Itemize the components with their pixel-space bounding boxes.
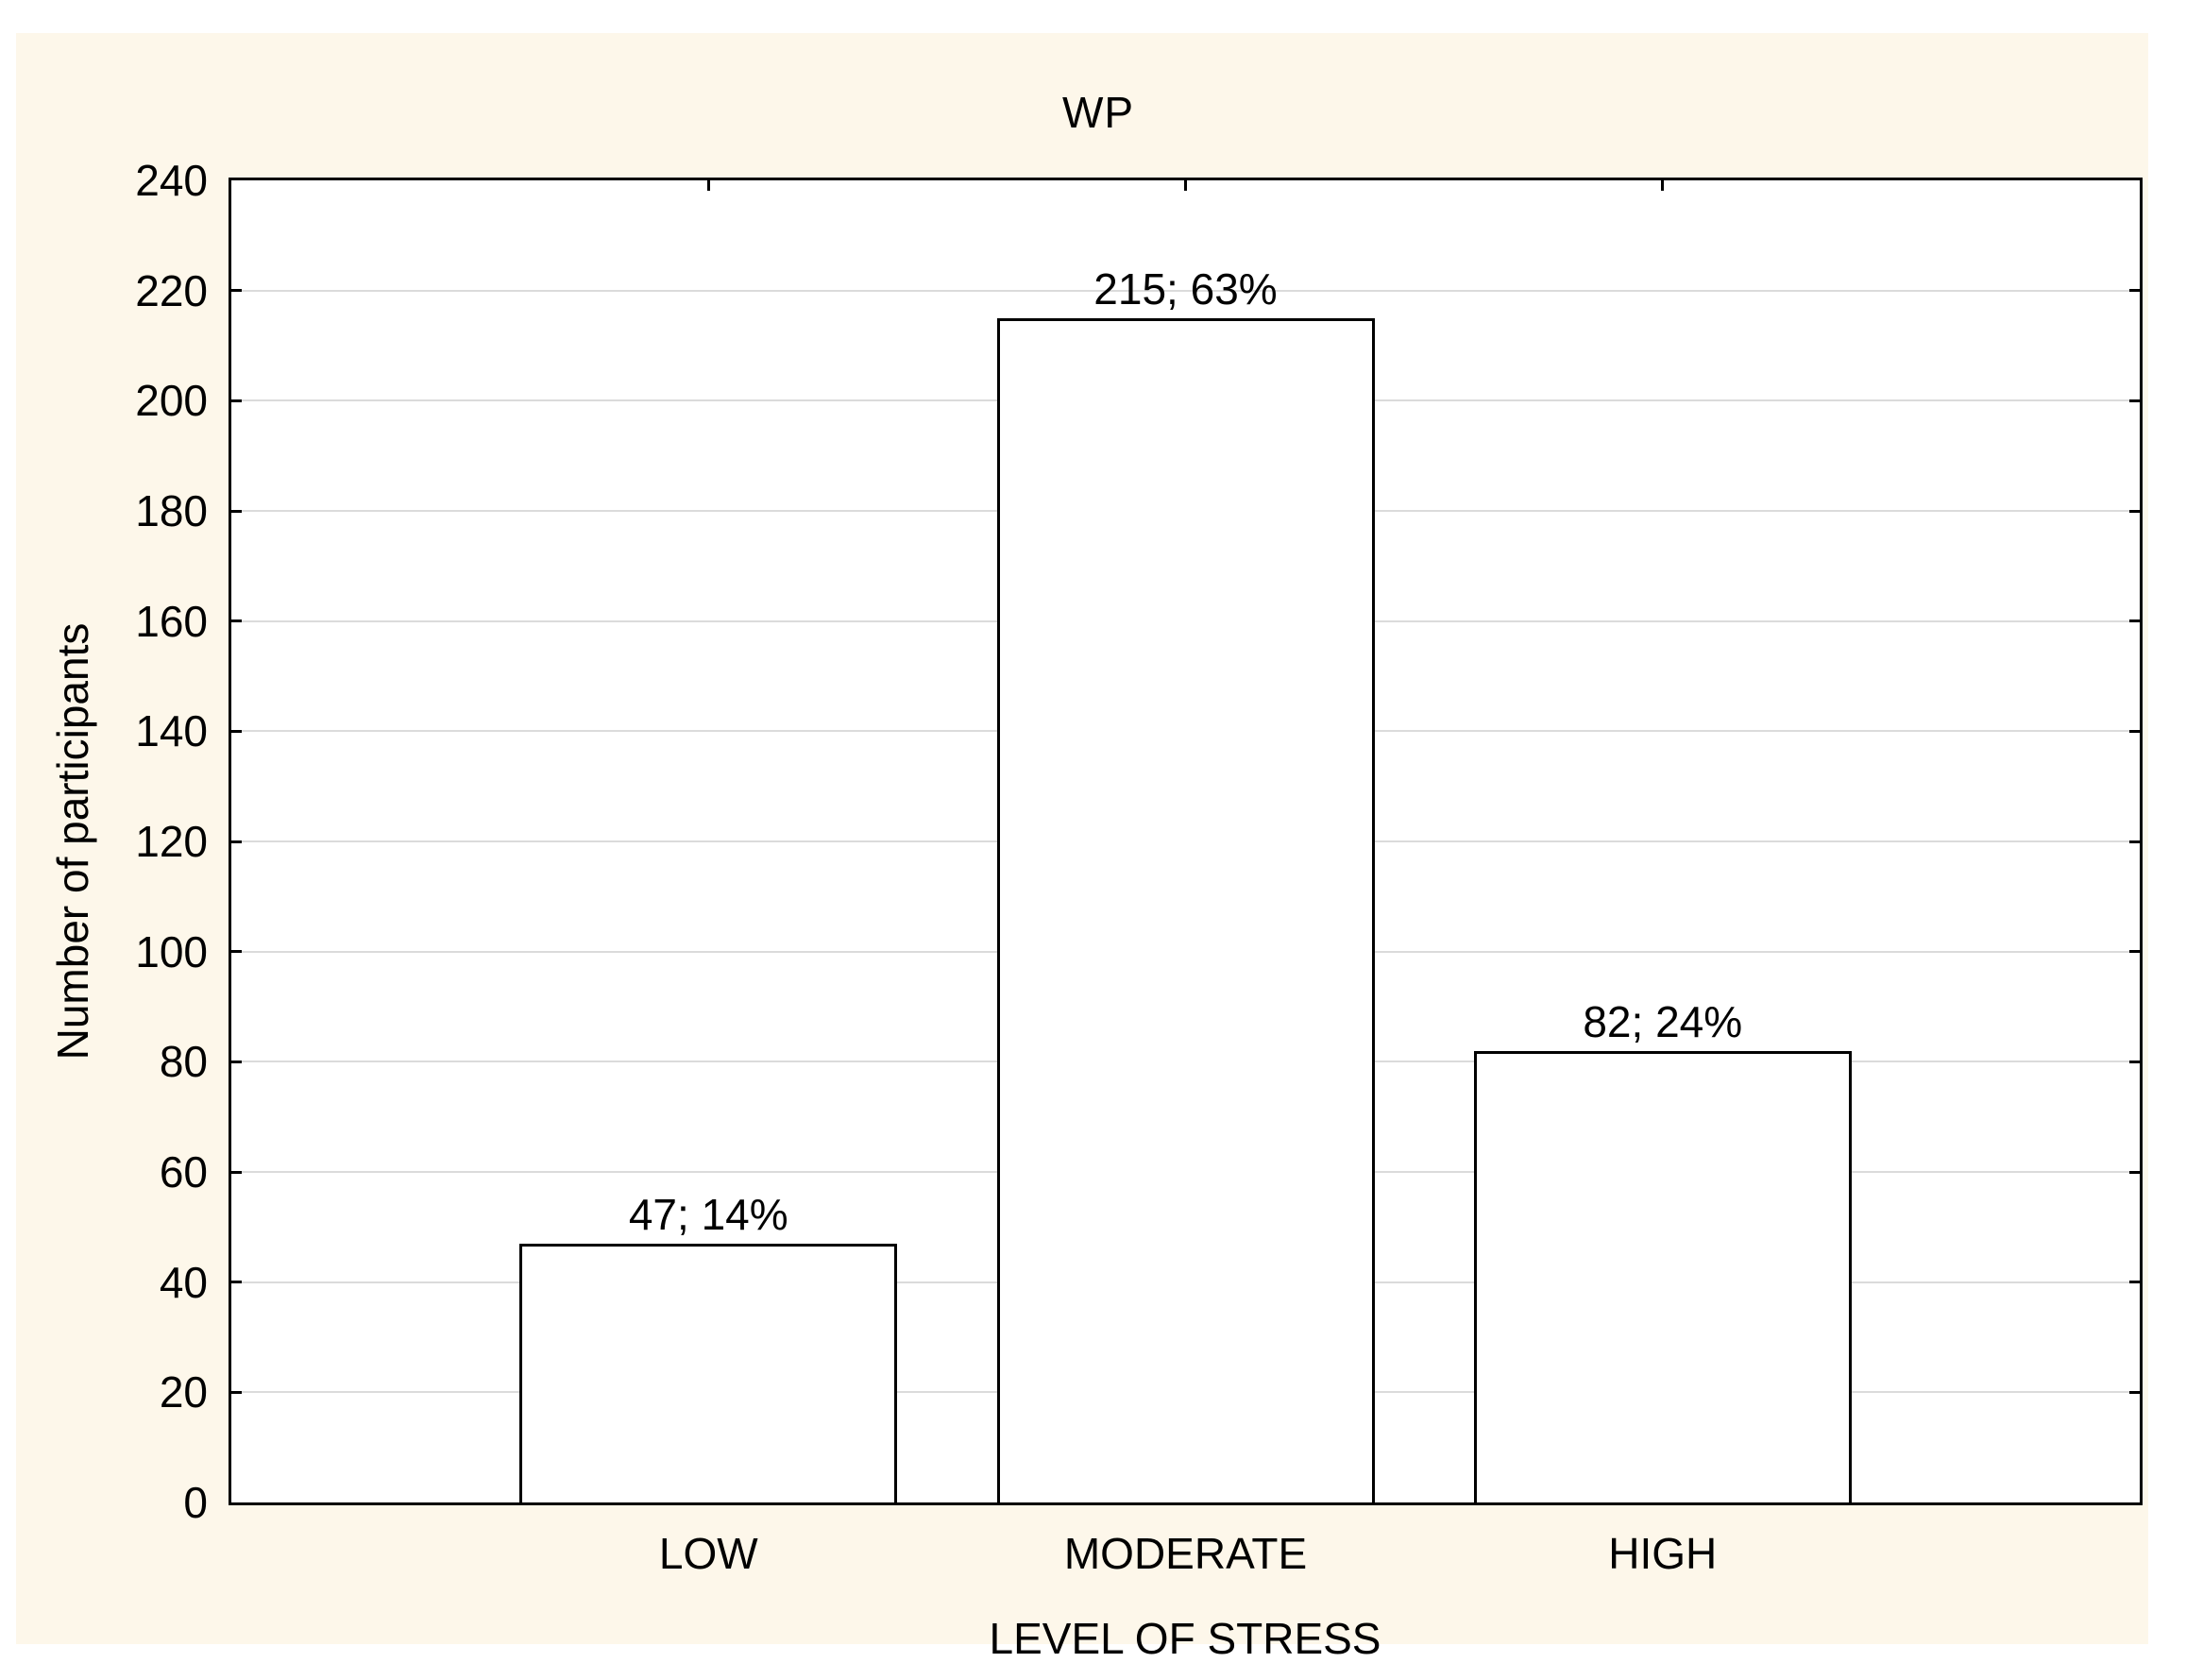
y-axis-tick-right	[2129, 509, 2140, 513]
chart-panel: WP Number of participants LEVEL OF STRES…	[16, 33, 2148, 1662]
y-axis-tick-left	[231, 619, 242, 623]
y-tick-label: 120	[135, 817, 208, 866]
bar-value-label: 47; 14%	[628, 1189, 788, 1239]
y-tick-label: 100	[135, 926, 208, 976]
y-tick-label: 160	[135, 596, 208, 646]
y-axis-tick-right	[2129, 1281, 2140, 1284]
x-category-label-high: HIGH	[1608, 1529, 1718, 1578]
y-tick-label: 180	[135, 486, 208, 535]
y-axis-tick-left	[231, 1281, 242, 1284]
y-tick-label: 60	[159, 1147, 208, 1196]
y-tick-label: 200	[135, 376, 208, 426]
y-tick-label: 220	[135, 265, 208, 315]
y-axis-tick-right	[2129, 619, 2140, 623]
y-axis-tick-right	[2129, 1390, 2140, 1394]
y-axis-tick-left	[231, 1390, 242, 1394]
y-axis-tick-right	[2129, 840, 2140, 843]
gridline	[231, 289, 2140, 292]
x-axis-tick-top	[1184, 180, 1187, 191]
y-axis-tick-right	[2129, 1170, 2140, 1174]
y-axis-tick-right	[2129, 289, 2140, 293]
bar-value-label: 215; 63%	[1093, 263, 1278, 314]
bar-low	[519, 1243, 898, 1502]
y-axis-tick-right	[2129, 1060, 2140, 1063]
y-tick-label: 20	[159, 1367, 208, 1417]
y-tick-label: 140	[135, 706, 208, 756]
y-axis-tick-left	[231, 399, 242, 402]
y-tick-label: 0	[183, 1478, 208, 1527]
bar-value-label: 82; 24%	[1583, 996, 1743, 1046]
y-tick-label: 80	[159, 1037, 208, 1087]
y-axis-tick-left	[231, 1060, 242, 1063]
y-tick-label: 40	[159, 1257, 208, 1307]
x-category-label-moderate: MODERATE	[1063, 1529, 1308, 1578]
plot-area	[229, 178, 2143, 1505]
y-axis-tick-right	[2129, 950, 2140, 954]
y-tick-label: 240	[135, 156, 208, 205]
x-axis-tick-top	[706, 180, 710, 191]
bar-moderate	[996, 317, 1375, 1502]
y-axis-tick-left	[231, 840, 242, 843]
x-category-label-low: LOW	[658, 1529, 758, 1578]
y-axis-tick-left	[231, 289, 242, 293]
y-axis-tick-left	[231, 509, 242, 513]
y-axis-tick-left	[231, 729, 242, 733]
y-axis-tick-left	[231, 950, 242, 954]
bar-high	[1473, 1050, 1852, 1502]
y-axis-tick-right	[2129, 399, 2140, 402]
chart-title: WP	[1061, 88, 1135, 137]
x-axis-tick-top	[1661, 180, 1665, 191]
x-axis-title: LEVEL OF STRESS	[989, 1614, 1381, 1663]
y-axis-tick-left	[231, 1170, 242, 1174]
y-axis-tick-right	[2129, 729, 2140, 733]
